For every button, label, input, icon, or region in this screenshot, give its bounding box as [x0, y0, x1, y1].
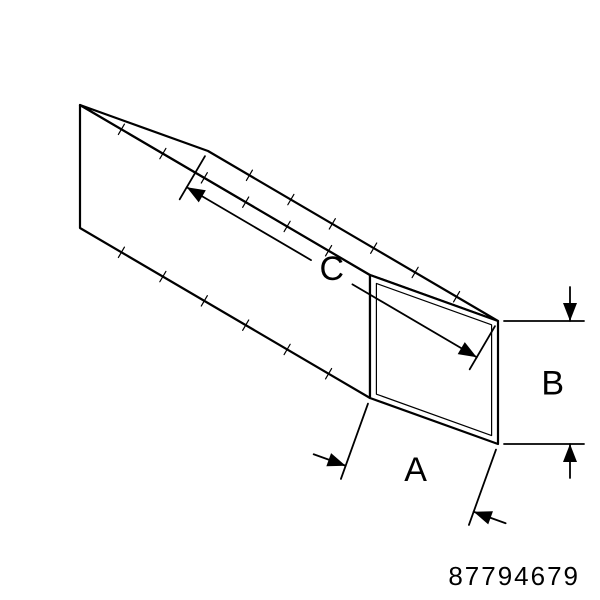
tube-body — [80, 105, 498, 444]
dim-label-c: C — [319, 250, 344, 288]
dimension-drawing: C B A 87794679 — [0, 0, 600, 600]
dim-label-b: B — [541, 365, 564, 403]
dimension-b: B — [504, 287, 584, 478]
dim-label-a: A — [404, 451, 427, 489]
part-number: 87794679 — [448, 561, 580, 591]
